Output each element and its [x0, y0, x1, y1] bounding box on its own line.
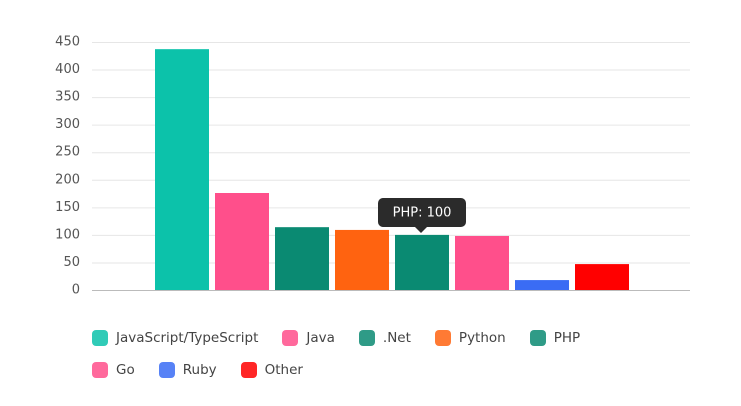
bar: [155, 49, 209, 290]
legend-swatch: [92, 362, 108, 378]
tooltip: PHP: 100: [378, 198, 466, 233]
legend-label: Ruby: [182, 362, 217, 378]
bar: [515, 280, 569, 290]
legend-swatch: [240, 362, 257, 378]
legend: JavaScript/TypeScript Java .Net Python PHP Go…: [92, 328, 592, 380]
legend-swatch: [434, 330, 451, 346]
legend-label: JavaScript/TypeScript: [116, 330, 259, 346]
legend-item[interactable]: Ruby: [158, 360, 217, 380]
tooltip-pointer: [415, 227, 427, 233]
legend-swatch: [529, 330, 546, 346]
bar: [215, 193, 269, 290]
legend-item[interactable]: PHP: [529, 328, 581, 348]
legend-swatch: [282, 330, 299, 346]
y-tick-label: 150: [55, 200, 80, 215]
legend-label: Other: [264, 362, 303, 378]
y-tick-label: 300: [55, 117, 80, 132]
legend-swatch: [158, 362, 175, 378]
y-tick-label: 350: [55, 90, 80, 105]
legend-label: .Net: [382, 330, 411, 346]
y-tick-label: 200: [55, 172, 80, 187]
bars: [155, 49, 629, 290]
legend-swatch: [358, 330, 375, 346]
y-tick-label: 50: [63, 255, 80, 270]
legend-item[interactable]: Go: [92, 360, 135, 380]
legend-item[interactable]: JavaScript/TypeScript: [92, 328, 258, 348]
legend-item[interactable]: Other: [240, 360, 303, 380]
tooltip-box: [378, 198, 466, 227]
legend-label: Java: [306, 330, 335, 346]
y-tick-label: 400: [55, 62, 80, 77]
legend-item[interactable]: Python: [434, 328, 506, 348]
y-tick-label: 250: [55, 145, 80, 160]
y-tick-label: 0: [72, 283, 80, 298]
bar: [335, 229, 389, 290]
bar: [455, 235, 509, 290]
legend-item[interactable]: Java: [282, 328, 335, 348]
legend-label: Python: [458, 330, 506, 346]
legend-label: Go: [116, 362, 135, 378]
tooltip-text: PHP: 100: [393, 206, 452, 221]
y-tick-label: 100: [55, 227, 80, 242]
legend-item[interactable]: .Net: [358, 328, 411, 348]
y-tick-label: 450: [55, 35, 80, 50]
legend-label: PHP: [553, 330, 581, 346]
bar: [275, 227, 329, 290]
legend-swatch: [92, 330, 108, 346]
bar: [575, 264, 629, 290]
bar: [395, 234, 449, 290]
